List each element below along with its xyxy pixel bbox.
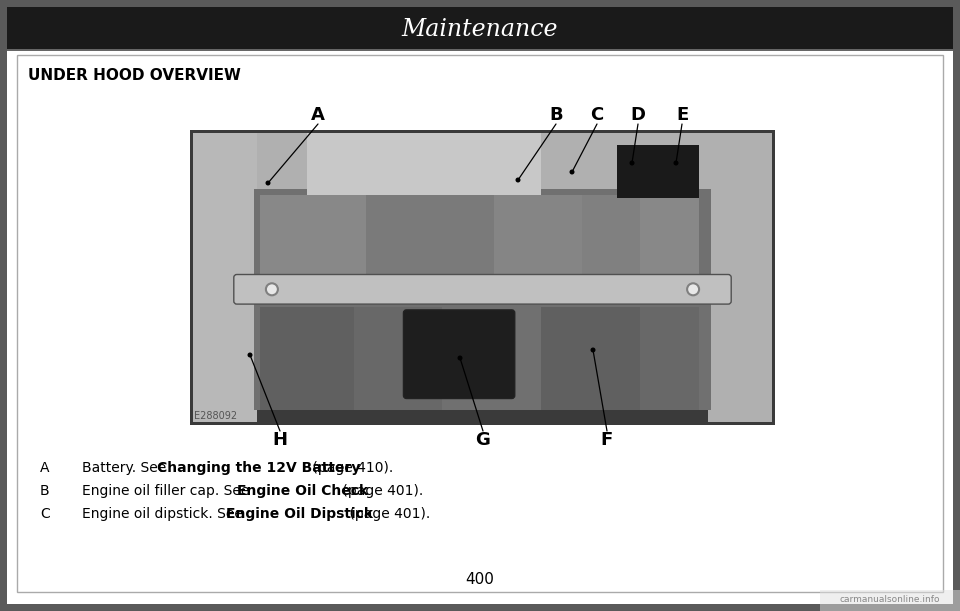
Bar [541,307,640,410]
Text: Engine oil dipstick. See: Engine oil dipstick. See [82,507,248,521]
Text: (page 410).: (page 410). [308,461,394,475]
Text: D: D [631,106,645,124]
Text: UNDER HOOD OVERVIEW: UNDER HOOD OVERVIEW [28,68,241,84]
Text: A: A [311,106,324,124]
Text: Engine Oil Check: Engine Oil Check [237,484,369,498]
Text: F: F [601,431,613,449]
Text: Engine Oil Dipstick: Engine Oil Dipstick [226,507,372,521]
Bar [17,55,943,592]
Text: A: A [40,461,50,475]
Circle shape [266,180,271,186]
FancyBboxPatch shape [234,274,732,304]
Bar [494,195,582,277]
Text: E: E [676,106,688,124]
Circle shape [458,356,463,360]
Text: Maintenance: Maintenance [401,18,559,40]
Text: (page 401).: (page 401). [346,507,431,521]
Bar [307,133,541,198]
Circle shape [687,284,699,295]
Bar [820,590,960,611]
Text: Changing the 12V Battery: Changing the 12V Battery [156,461,360,475]
Text: E288092: E288092 [194,411,237,421]
Text: B: B [40,484,50,498]
Text: carmanualsonline.info: carmanualsonline.info [840,596,940,604]
Bar [193,133,772,207]
Bar [617,145,699,198]
Bar [582,195,640,277]
Text: (page 401).: (page 401). [338,484,423,498]
Circle shape [630,161,635,166]
Text: G: G [475,431,491,449]
Bar [640,307,699,410]
Bar [354,307,442,410]
Bar [366,195,494,277]
Text: C: C [590,106,604,124]
Text: B: B [549,106,563,124]
Bar [7,7,953,49]
Circle shape [266,284,277,295]
Circle shape [590,348,595,353]
Bar [190,130,775,425]
Text: C: C [40,507,50,521]
Text: 400: 400 [466,573,494,588]
Circle shape [569,169,574,175]
Bar [708,133,772,422]
Text: H: H [273,431,287,449]
Circle shape [674,161,679,166]
Bar [640,195,699,277]
Circle shape [516,178,520,183]
Text: Engine oil filler cap. See: Engine oil filler cap. See [82,484,253,498]
Bar [7,49,953,51]
Bar [193,133,257,422]
Bar [260,195,366,277]
Circle shape [248,353,252,357]
Bar [254,189,710,410]
Bar [260,307,354,410]
Text: Battery. See: Battery. See [82,461,171,475]
FancyBboxPatch shape [403,310,515,398]
